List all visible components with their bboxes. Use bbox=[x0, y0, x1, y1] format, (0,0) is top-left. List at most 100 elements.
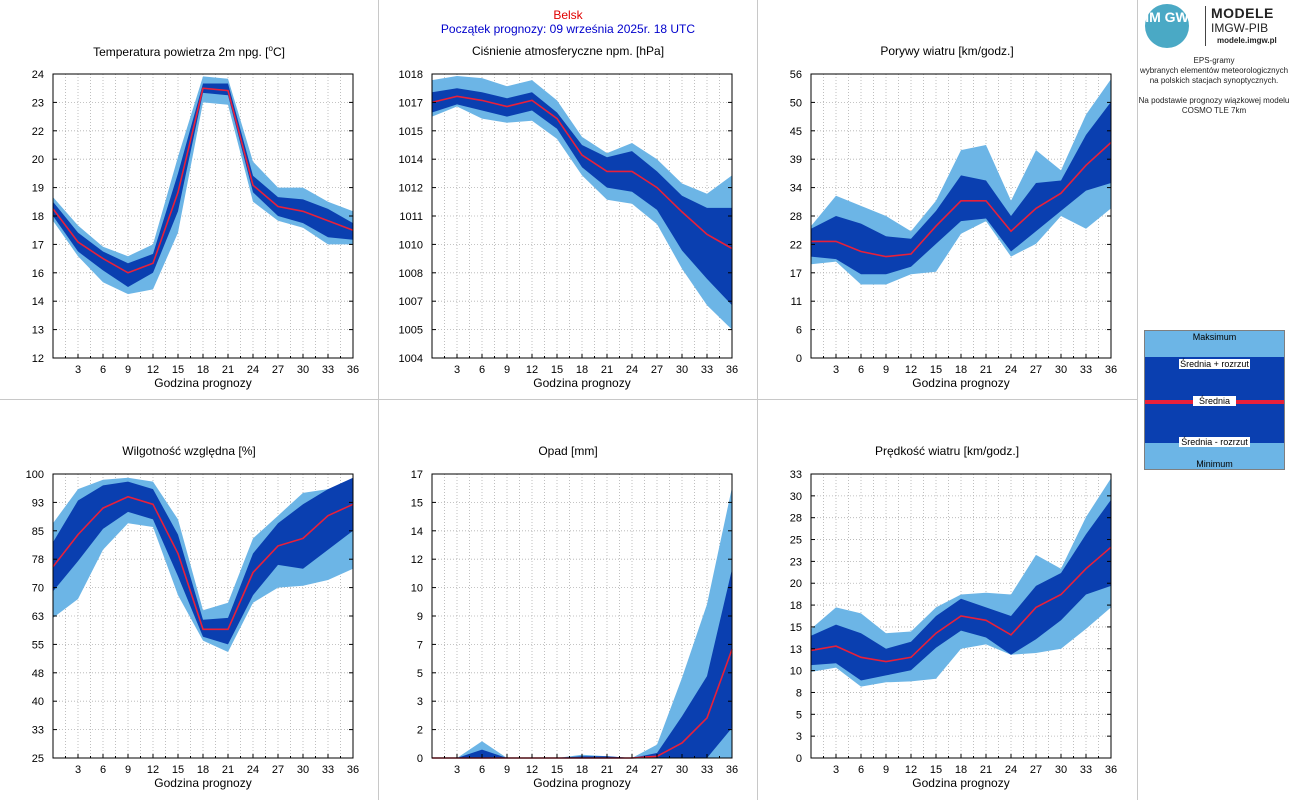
x-tick-label: 30 bbox=[297, 764, 309, 776]
panel-separator-horizontal bbox=[0, 399, 1137, 400]
logo-title: MODELE bbox=[1211, 5, 1274, 21]
y-tick-label: 3 bbox=[796, 731, 802, 743]
x-tick-label: 36 bbox=[1105, 364, 1117, 376]
y-tick-label: 23 bbox=[32, 97, 44, 109]
x-tick-label: 24 bbox=[247, 764, 259, 776]
x-tick-label: 6 bbox=[479, 364, 485, 376]
x-axis-label: Godzina prognozy bbox=[154, 376, 251, 390]
y-tick-label: 22 bbox=[790, 239, 802, 251]
y-tick-label: 28 bbox=[790, 211, 802, 223]
x-tick-label: 33 bbox=[322, 764, 334, 776]
x-tick-label: 15 bbox=[930, 764, 942, 776]
y-tick-label: 23 bbox=[790, 556, 802, 568]
y-tick-label: 18 bbox=[790, 600, 802, 612]
y-tick-label: 78 bbox=[32, 554, 44, 566]
x-axis-label: Godzina prognozy bbox=[533, 776, 630, 790]
y-tick-label: 70 bbox=[32, 583, 44, 595]
y-tick-label: 93 bbox=[32, 497, 44, 509]
x-tick-label: 9 bbox=[504, 364, 510, 376]
chart-title-temperature: Temperatura powietrza 2m npg. [oC] bbox=[93, 44, 285, 59]
y-tick-label: 2 bbox=[417, 725, 423, 737]
y-tick-label: 13 bbox=[32, 325, 44, 337]
x-tick-label: 33 bbox=[701, 364, 713, 376]
mean-line-gusts bbox=[811, 141, 1112, 258]
x-tick-label: 12 bbox=[526, 764, 538, 776]
y-tick-label: 7 bbox=[417, 639, 423, 651]
y-tick-label: 100 bbox=[26, 469, 44, 481]
x-tick-label: 27 bbox=[651, 764, 663, 776]
chart-title-humidity: Wilgotność względna [%] bbox=[122, 444, 256, 458]
chart-title-precipitation: Opad [mm] bbox=[538, 444, 598, 458]
x-tick-label: 18 bbox=[197, 364, 209, 376]
x-tick-label: 18 bbox=[197, 764, 209, 776]
x-tick-label: 3 bbox=[454, 364, 460, 376]
x-tick-label: 36 bbox=[347, 764, 359, 776]
x-tick-label: 36 bbox=[726, 764, 738, 776]
x-axis-label: Godzina prognozy bbox=[533, 376, 630, 390]
x-tick-label: 15 bbox=[172, 764, 184, 776]
y-tick-label: 1010 bbox=[399, 239, 423, 251]
mean-line-wind bbox=[810, 546, 1112, 663]
x-tick-label: 12 bbox=[147, 764, 159, 776]
y-tick-label: 50 bbox=[790, 97, 802, 109]
y-tick-label: 39 bbox=[790, 154, 802, 166]
x-tick-label: 36 bbox=[1105, 764, 1117, 776]
y-tick-label: 63 bbox=[32, 611, 44, 623]
x-tick-label: 12 bbox=[147, 364, 159, 376]
x-tick-label: 30 bbox=[1055, 364, 1067, 376]
y-tick-label: 1015 bbox=[399, 126, 423, 138]
x-tick-label: 3 bbox=[833, 764, 839, 776]
x-tick-label: 33 bbox=[701, 764, 713, 776]
y-tick-label: 17 bbox=[411, 469, 423, 481]
chart-svg-humidity: 3 6 9 12 15 18 21 24 27 30 33 362533404855637078859… bbox=[26, 469, 359, 790]
y-tick-label: 10 bbox=[790, 666, 802, 678]
x-tick-label: 6 bbox=[100, 364, 106, 376]
y-tick-label: 1012 bbox=[399, 183, 423, 195]
y-tick-label: 0 bbox=[796, 353, 802, 365]
chart-title-wind-speed: Prędkość wiatru [km/godz.] bbox=[874, 444, 1020, 458]
y-tick-label: 1005 bbox=[399, 325, 423, 337]
chart-svg-wind: 3 6 9 12 15 18 21 24 27 30 33 360358101315182023252… bbox=[790, 469, 1117, 790]
chart-panel-precipitation: 3 6 9 12 15 18 21 24 27 30 33 36 0 2 3 5 7 9 10 12 14 15 17 God… bbox=[379, 400, 757, 800]
mean-line-pressure bbox=[431, 95, 733, 250]
panel-separator-vertical-1 bbox=[378, 0, 379, 800]
x-axis-label: Godzina prognozy bbox=[154, 776, 251, 790]
mean-line-temp bbox=[52, 87, 354, 274]
y-tick-label: 17 bbox=[790, 268, 802, 280]
legend-label-mean: Średnia bbox=[1193, 396, 1236, 406]
y-tick-label: 8 bbox=[796, 687, 802, 699]
legend-band-max bbox=[1145, 331, 1284, 357]
x-tick-label: 30 bbox=[676, 764, 688, 776]
x-tick-label: 21 bbox=[601, 764, 613, 776]
chart-panel-humidity: 3 6 9 12 15 18 21 24 27 30 33 36 25 33 40 48 55 63 70 78 85 9… bbox=[0, 400, 378, 800]
y-tick-label: 20 bbox=[790, 578, 802, 590]
y-tick-label: 56 bbox=[790, 69, 802, 81]
x-tick-label: 33 bbox=[1080, 764, 1092, 776]
x-axis-label: Godzina prognozy bbox=[912, 376, 1009, 390]
y-tick-label: 20 bbox=[32, 154, 44, 166]
x-tick-label: 3 bbox=[75, 764, 81, 776]
y-tick-label: 13 bbox=[790, 644, 802, 656]
y-tick-label: 1011 bbox=[399, 211, 423, 223]
y-tick-label: 1007 bbox=[399, 296, 423, 308]
y-tick-label: 9 bbox=[417, 611, 423, 623]
band-min-max-humidity bbox=[53, 477, 353, 652]
y-tick-label: 85 bbox=[32, 526, 44, 538]
sidebar-description: EPS-gramy wybranych elementów meteorolog… bbox=[1138, 56, 1290, 115]
y-tick-label: 28 bbox=[790, 513, 802, 525]
y-tick-label: 10 bbox=[411, 583, 423, 595]
x-tick-label: 21 bbox=[222, 764, 234, 776]
x-tick-label: 33 bbox=[322, 364, 334, 376]
y-tick-label: 24 bbox=[32, 69, 44, 81]
x-tick-label: 12 bbox=[905, 364, 917, 376]
band-spread-wind bbox=[811, 499, 1111, 681]
band-spread-humidity bbox=[53, 477, 353, 645]
mean-line-humidity bbox=[52, 495, 354, 631]
x-tick-label: 18 bbox=[955, 364, 967, 376]
x-tick-label: 21 bbox=[222, 364, 234, 376]
x-tick-label: 27 bbox=[1030, 764, 1042, 776]
x-tick-label: 30 bbox=[297, 364, 309, 376]
logo-subtitle: IMGW-PIB bbox=[1211, 21, 1269, 35]
x-axis-label: Godzina prognozy bbox=[912, 776, 1009, 790]
y-tick-label: 33 bbox=[790, 469, 802, 481]
